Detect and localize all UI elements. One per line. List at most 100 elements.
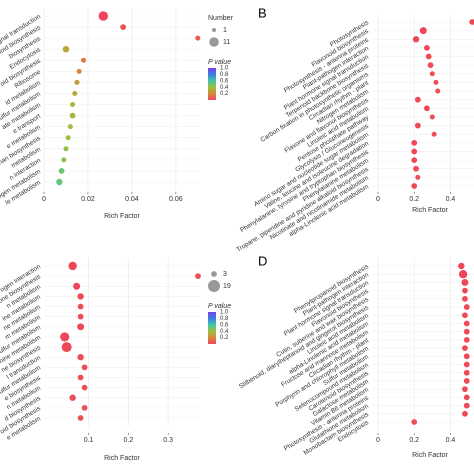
point [412,36,420,43]
point [463,328,470,335]
point [60,332,70,342]
point [76,68,82,74]
point [463,361,470,368]
point [469,19,474,25]
point [62,46,70,53]
point [69,394,76,401]
point [72,90,78,96]
point [195,273,201,280]
point [120,24,126,30]
x-axis-label: Rich Factor [412,207,448,214]
x-tick-label: 0.04 [125,196,139,203]
point [424,105,430,112]
point [462,295,468,302]
point [74,79,80,85]
point [462,345,468,351]
legend-label: 1 [223,27,227,34]
point [77,303,84,310]
x-axis-label: Rich Factor [412,452,448,459]
legend-label: 0.4 [220,329,229,335]
point [463,402,470,409]
point [411,139,418,146]
point [431,131,437,137]
colorbar [208,312,216,344]
point [411,148,418,155]
x-tick-label: 0 [376,437,380,444]
point [414,122,421,129]
point [458,262,465,270]
point [81,404,88,411]
legend-label: 0.6 [220,322,229,328]
x-axis-label: Rich Factor [104,455,140,462]
point [411,157,418,163]
point [98,11,109,21]
point [58,168,65,174]
point [61,342,72,353]
x-axis-label: Rich Factor [104,213,140,220]
x-tick-label: 0.2 [409,196,419,203]
legend-label: 0.6 [220,78,229,84]
legend-size [212,28,216,32]
x-tick-label: 0 [42,196,46,203]
point [429,114,435,120]
point [77,313,84,320]
point [61,157,67,163]
legend-size [207,279,221,293]
point [463,304,470,310]
point [195,35,201,41]
point [463,378,470,384]
legend-label: 1.0 [220,66,229,72]
legend-label: 0.2 [220,91,229,97]
legend-label: 0.8 [220,72,229,78]
legend-title: Number [208,15,234,22]
legend-title: P value [208,303,231,310]
point [462,312,468,319]
point [70,102,76,108]
point [433,79,439,85]
point [462,410,468,417]
point [463,337,470,343]
colorbar [208,68,216,100]
point [463,369,470,376]
legend-label: 1.0 [220,310,229,316]
panel-label: D [258,253,267,268]
legend-label: 19 [223,283,231,290]
point [77,323,85,331]
point [461,278,469,286]
x-tick-label: 0.1 [84,437,94,444]
point [415,174,421,180]
point [462,386,468,393]
x-tick-label: 0.3 [163,437,173,444]
point [427,62,434,69]
legend-label: 0.4 [220,85,229,91]
legend-label: 0.2 [220,335,229,341]
point [65,135,71,141]
point [81,384,88,391]
legend-size [209,37,219,47]
point [77,374,84,381]
point [77,293,84,300]
point [77,415,84,421]
legend-title: P value [208,59,231,66]
point [67,124,73,130]
point [463,353,470,360]
x-tick-label: 0.4 [446,437,456,444]
point [411,419,418,425]
point [81,364,88,371]
point [429,71,435,77]
legend-label: 0.8 [220,316,229,322]
point [424,45,430,51]
legend-label: 11 [223,39,230,46]
panel-label: B [258,5,267,20]
point [419,27,427,35]
point [56,178,63,186]
point [425,53,432,60]
point [414,96,421,103]
point [77,354,84,361]
point [73,282,81,290]
point [462,287,468,294]
x-tick-label: 0.06 [169,196,183,203]
